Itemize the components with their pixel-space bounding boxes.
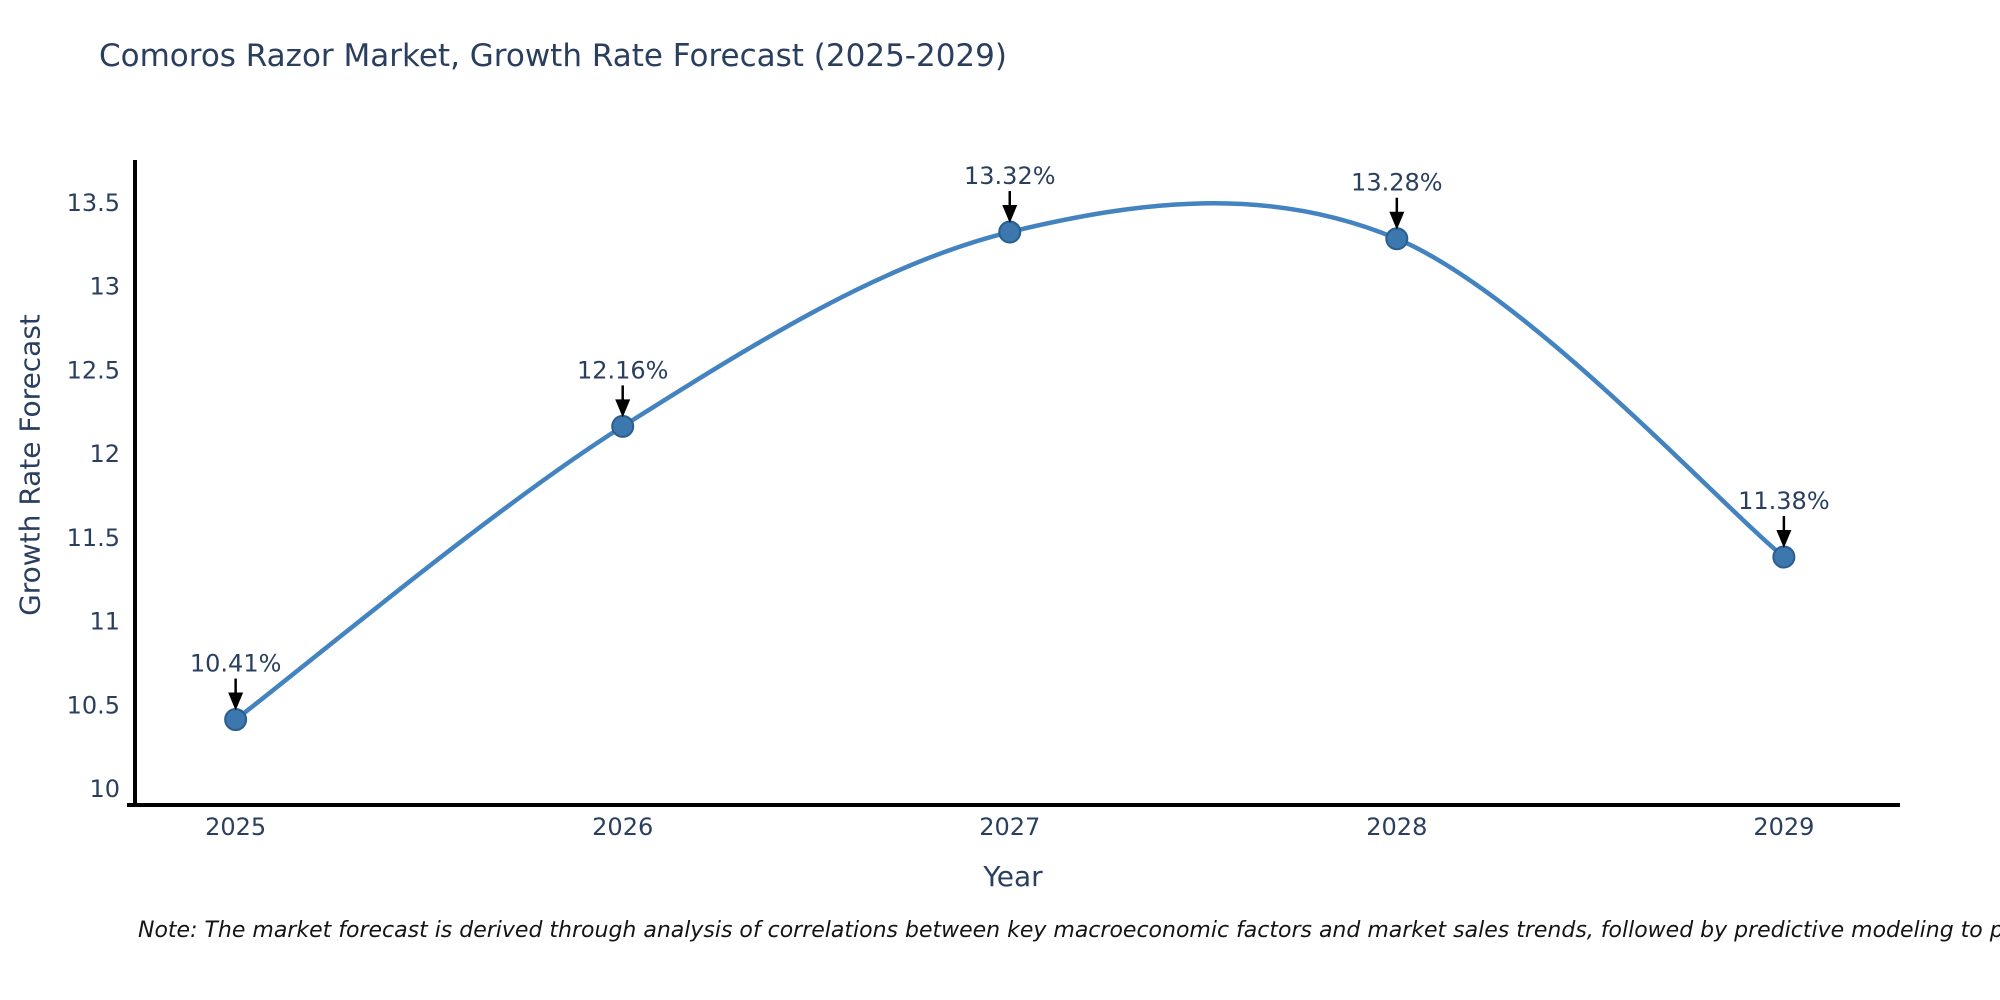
annotation-arrow-head xyxy=(1776,530,1792,549)
y-tick-label: 11.5 xyxy=(67,524,120,552)
x-tick-label: 2028 xyxy=(1366,813,1427,841)
annotation-arrow-head xyxy=(1002,205,1018,224)
x-tick-label: 2027 xyxy=(979,813,1040,841)
footnote: Note: The market forecast is derived thr… xyxy=(138,918,2000,943)
chart-title: Comoros Razor Market, Growth Rate Foreca… xyxy=(99,38,1007,74)
point-annotation-label: 11.38% xyxy=(1738,487,1830,515)
y-tick-label: 11 xyxy=(89,608,120,636)
forecast-line xyxy=(233,201,1787,722)
y-tick-label: 10 xyxy=(89,775,120,803)
y-tick-label: 10.5 xyxy=(67,691,120,719)
y-tick-label: 12.5 xyxy=(67,356,120,384)
y-tick-label: 13 xyxy=(89,273,120,301)
y-tick-label: 12 xyxy=(89,440,120,468)
point-annotation-label: 13.32% xyxy=(964,162,1056,190)
data-point-2025[interactable] xyxy=(224,708,248,732)
data-point-2026[interactable] xyxy=(611,414,635,438)
data-point-2027[interactable] xyxy=(998,220,1022,244)
annotation-arrow-head xyxy=(615,399,631,418)
x-tick-label: 2029 xyxy=(1753,813,1814,841)
point-annotation-label: 12.16% xyxy=(577,356,669,384)
annotation-arrow-head xyxy=(1389,211,1405,230)
x-axis-title: Year xyxy=(983,860,1043,893)
data-point-2028[interactable] xyxy=(1385,227,1409,251)
x-tick-label: 2025 xyxy=(205,813,266,841)
annotation-arrow-head xyxy=(228,692,244,711)
y-tick-label: 13.5 xyxy=(67,189,120,217)
point-annotation-label: 10.41% xyxy=(190,650,282,678)
x-tick-label: 2026 xyxy=(592,813,653,841)
data-point-2029[interactable] xyxy=(1772,545,1796,569)
point-annotation-label: 13.28% xyxy=(1351,169,1443,197)
